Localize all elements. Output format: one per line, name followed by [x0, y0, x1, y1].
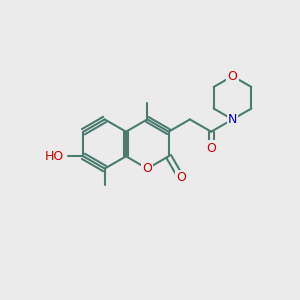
Text: O: O — [142, 162, 152, 175]
Text: O: O — [206, 142, 216, 155]
Text: O: O — [228, 70, 238, 83]
Text: O: O — [176, 171, 186, 184]
Text: HO: HO — [45, 150, 64, 163]
Text: N: N — [228, 113, 237, 126]
